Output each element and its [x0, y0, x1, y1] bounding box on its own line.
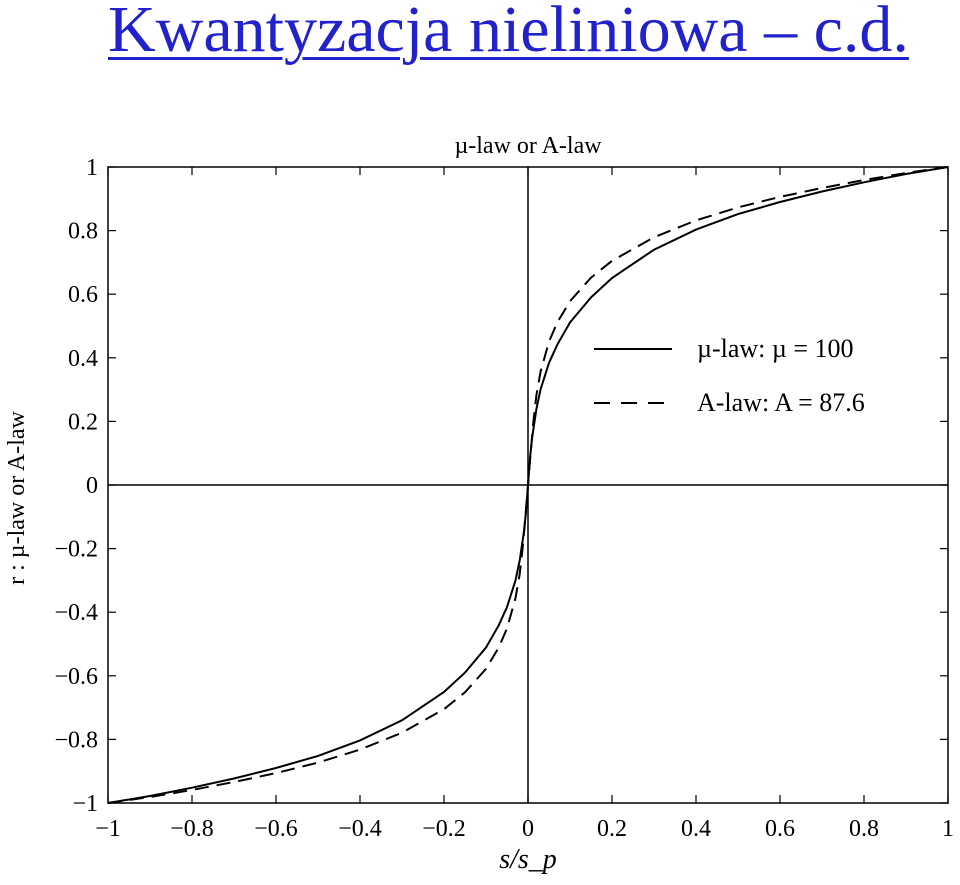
y-tick-label: −1 — [72, 791, 98, 817]
x-tick-label: 0.6 — [765, 816, 795, 842]
x-axis-label: s/s_p — [499, 844, 557, 875]
series-layer — [107, 166, 949, 804]
y-axis-label: r : µ-law or A-law — [4, 410, 30, 584]
series-line-a-law — [107, 166, 949, 804]
y-tick-label: −0.4 — [54, 600, 98, 626]
y-tick-label: −0.2 — [54, 537, 98, 563]
x-tick-label: −1 — [95, 816, 121, 842]
x-tick-label: −0.8 — [170, 816, 214, 842]
y-tick-label: 0.2 — [68, 409, 98, 435]
y-tick-label: 0.8 — [68, 219, 98, 245]
slide-title: Kwantyzacja nieliniowa – c.d. — [108, 0, 909, 66]
y-tick-label: −0.6 — [54, 664, 98, 690]
x-tick-label: 0.4 — [681, 816, 711, 842]
y-tick-label: 0 — [86, 473, 98, 499]
y-tick-label: −0.8 — [54, 727, 98, 753]
x-tick-label: 0 — [522, 816, 534, 842]
legend-label-a-law: A-law: A = 87.6 — [697, 388, 865, 417]
x-tick-label: −0.4 — [338, 816, 382, 842]
chart-title: µ-law or A-law — [454, 133, 602, 159]
legend: µ-law: µ = 100 A-law: A = 87.6 — [594, 334, 865, 417]
x-tick-label: 1 — [942, 816, 954, 842]
x-tick-label: −0.2 — [422, 816, 466, 842]
x-tick-label: −0.6 — [254, 816, 298, 842]
legend-label-mu-law: µ-law: µ = 100 — [697, 334, 854, 363]
x-tick-label: 0.8 — [849, 816, 879, 842]
y-tick-label: 1 — [86, 155, 98, 181]
y-tick-label: 0.6 — [68, 282, 98, 308]
ticks-layer: −1 −0.8 −0.6 −0.4 −0.2 0 0.2 0.4 0.6 0.8 1 −1 −0.8 −0… — [54, 155, 954, 842]
x-tick-label: 0.2 — [597, 816, 627, 842]
y-tick-label: 0.4 — [68, 346, 98, 372]
